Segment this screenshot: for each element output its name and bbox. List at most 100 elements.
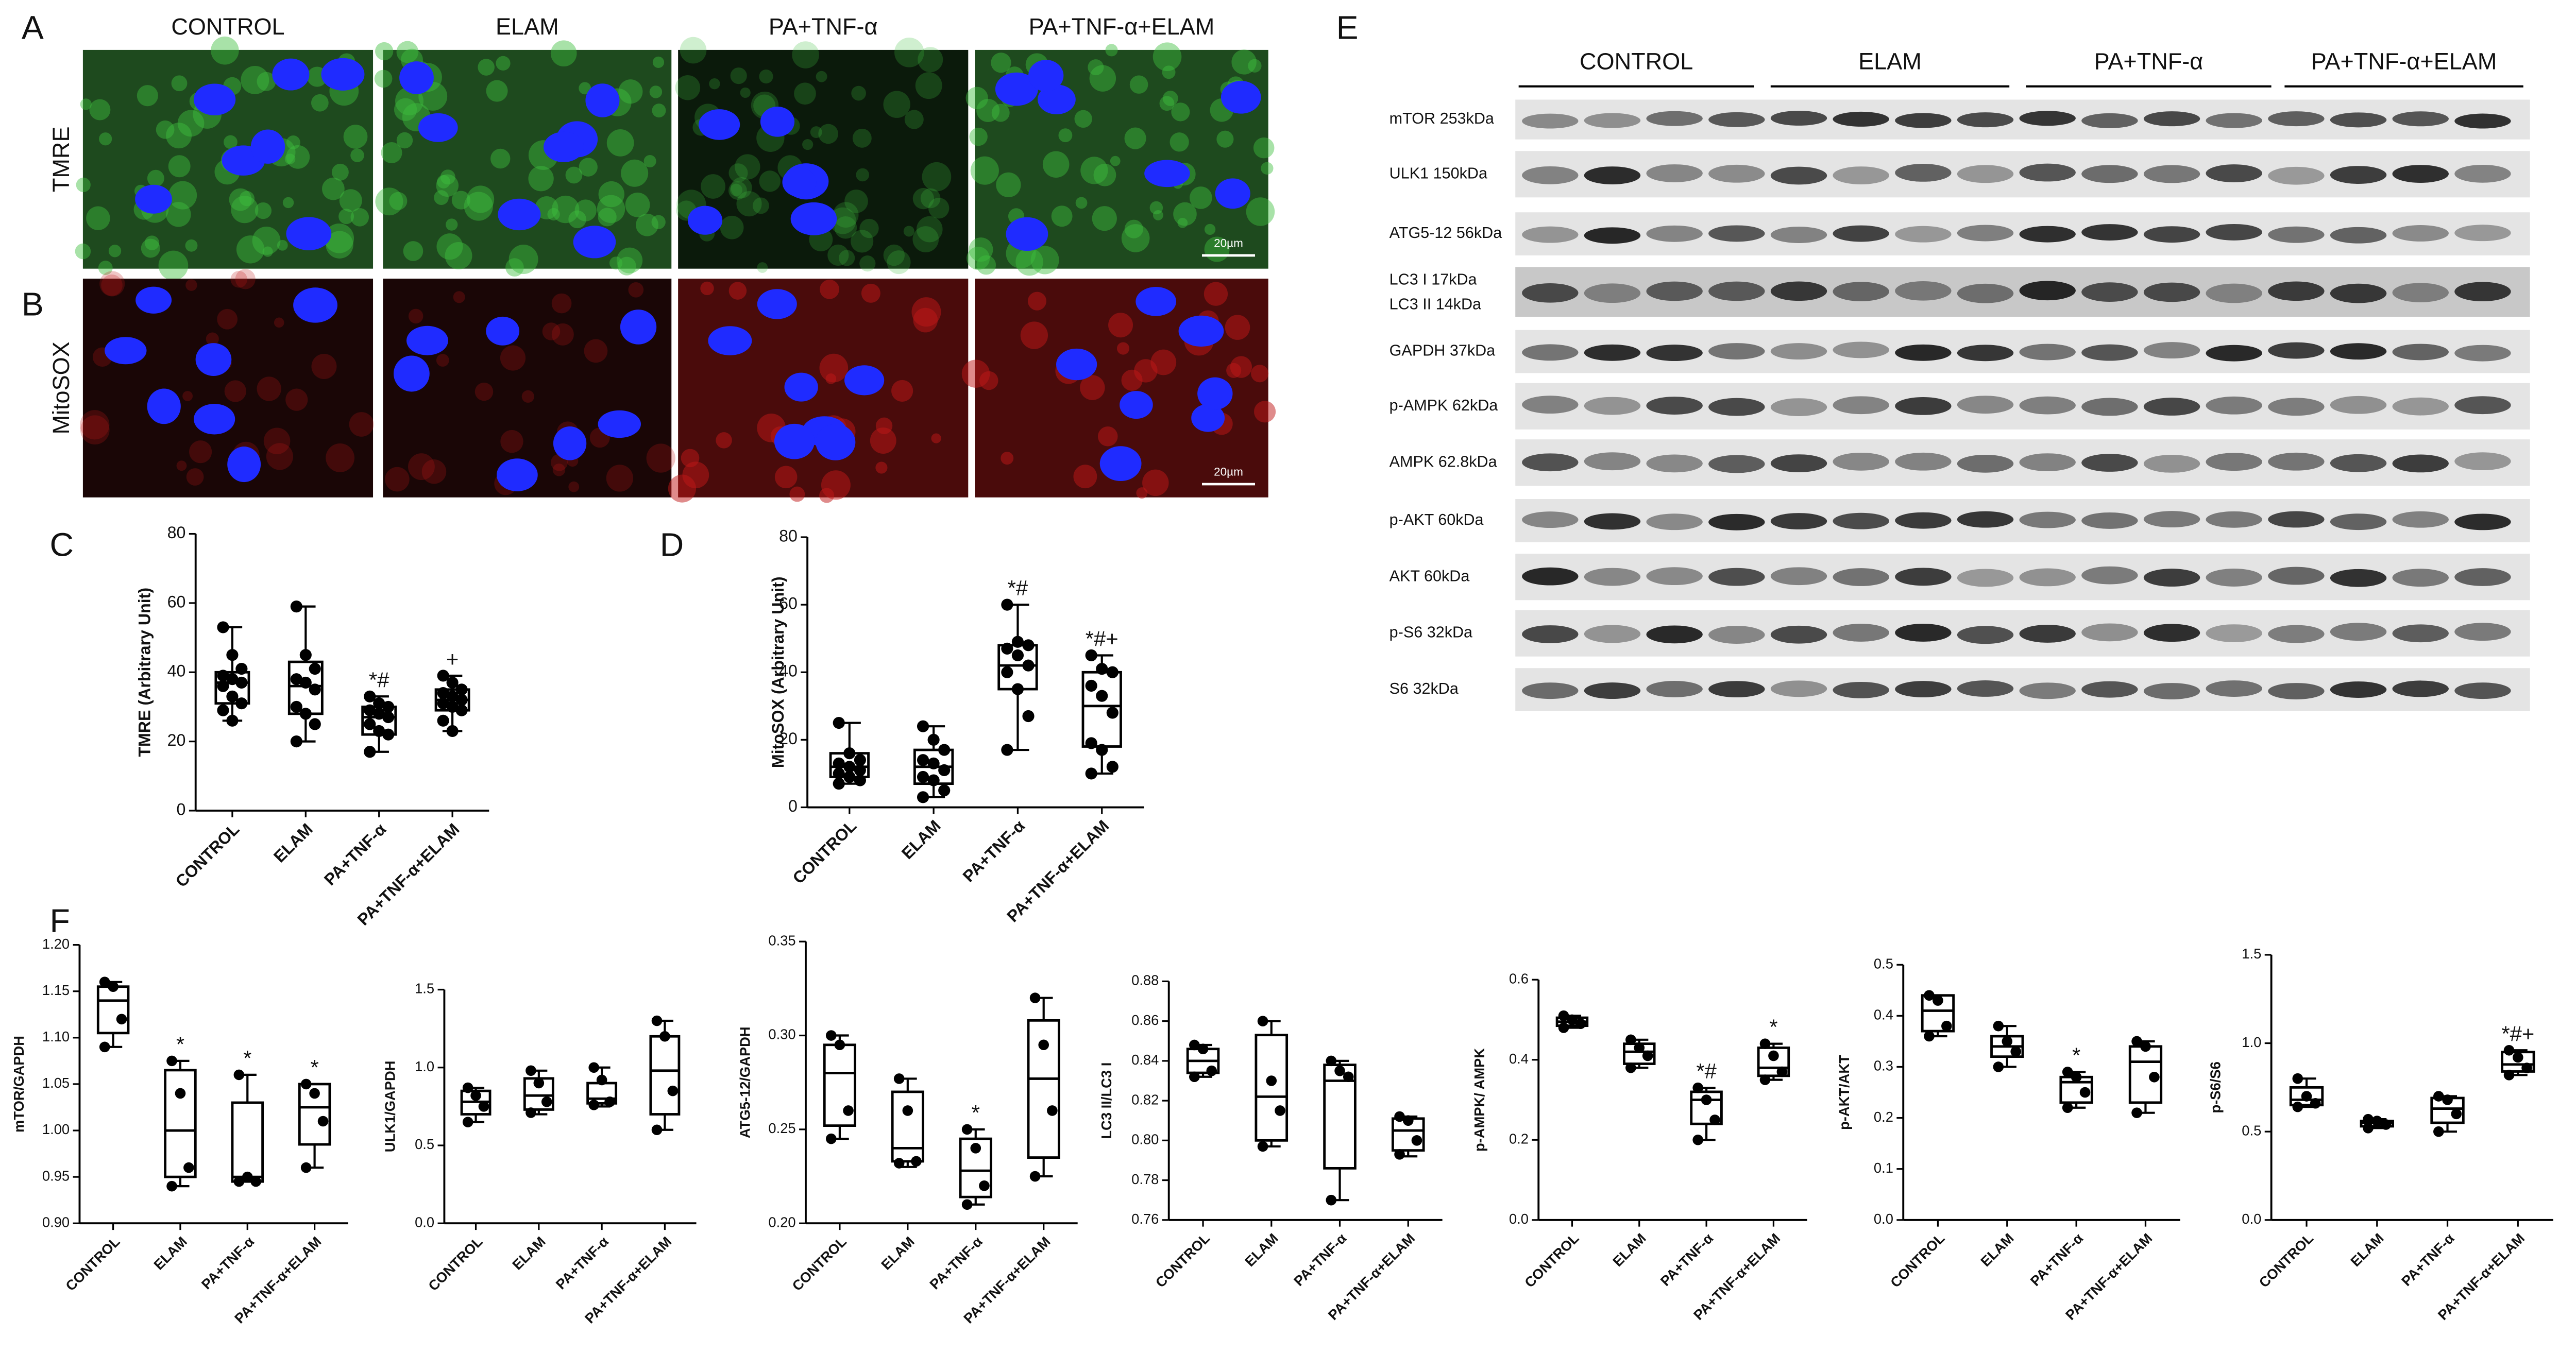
protein-label: p-AMPK 62kDa bbox=[1389, 397, 1498, 414]
data-point bbox=[382, 700, 395, 713]
texture bbox=[396, 41, 419, 63]
data-point bbox=[854, 754, 866, 766]
texture bbox=[535, 196, 558, 219]
nucleus bbox=[995, 72, 1038, 106]
texture bbox=[326, 443, 355, 472]
texture bbox=[1110, 156, 1121, 166]
y-tick-label: 0.82 bbox=[1131, 1091, 1159, 1107]
texture bbox=[1093, 163, 1116, 186]
band bbox=[1522, 625, 1579, 643]
data-point bbox=[917, 720, 929, 732]
texture bbox=[1153, 42, 1182, 72]
texture bbox=[1162, 65, 1176, 79]
texture bbox=[542, 322, 561, 340]
texture bbox=[759, 170, 781, 192]
data-point bbox=[166, 1055, 177, 1067]
texture bbox=[912, 226, 939, 252]
data-point bbox=[226, 649, 239, 661]
texture bbox=[568, 481, 580, 492]
band bbox=[2206, 569, 2262, 587]
texture bbox=[326, 231, 353, 259]
data-point bbox=[108, 981, 118, 992]
data-point bbox=[667, 1085, 679, 1096]
texture bbox=[1231, 49, 1257, 75]
data-point bbox=[233, 1069, 245, 1081]
micrograph bbox=[383, 278, 675, 498]
y-tick-label: 0.88 bbox=[1131, 972, 1159, 988]
texture bbox=[1015, 248, 1043, 276]
texture bbox=[158, 250, 189, 281]
texture bbox=[528, 166, 554, 192]
data-point bbox=[235, 662, 248, 675]
texture bbox=[1105, 44, 1118, 57]
texture bbox=[350, 208, 369, 227]
texture bbox=[257, 376, 281, 401]
texture bbox=[231, 196, 259, 224]
data-point bbox=[927, 757, 940, 769]
data-point bbox=[235, 676, 248, 689]
texture bbox=[735, 154, 760, 180]
data-point bbox=[1257, 1141, 1268, 1152]
texture bbox=[385, 467, 410, 492]
texture bbox=[709, 78, 720, 90]
significance: * bbox=[972, 1101, 980, 1125]
band bbox=[2330, 513, 2387, 530]
texture bbox=[286, 145, 310, 169]
band bbox=[2143, 398, 2200, 416]
band bbox=[2392, 624, 2449, 643]
texture bbox=[1121, 369, 1143, 391]
band bbox=[2330, 112, 2387, 128]
texture bbox=[979, 371, 998, 390]
data-point bbox=[2149, 1071, 2160, 1083]
band bbox=[2081, 398, 2138, 416]
band bbox=[1708, 343, 1765, 359]
nucleus bbox=[1191, 404, 1225, 432]
texture bbox=[916, 216, 943, 243]
texture bbox=[1058, 128, 1073, 143]
nucleus bbox=[1144, 160, 1190, 187]
texture bbox=[277, 239, 288, 251]
significance: * bbox=[2072, 1043, 2080, 1067]
data-point bbox=[1924, 990, 1935, 1001]
texture bbox=[343, 125, 368, 149]
band bbox=[1895, 113, 1952, 128]
band bbox=[1833, 341, 1889, 358]
band bbox=[1833, 282, 1889, 301]
protein-label: GAPDH 37kDa bbox=[1389, 342, 1496, 359]
y-tick-label: 0.30 bbox=[768, 1026, 795, 1042]
row-label: TMRE bbox=[48, 126, 74, 192]
band bbox=[2268, 452, 2325, 471]
nucleus bbox=[135, 286, 172, 314]
texture bbox=[552, 464, 566, 476]
texture bbox=[682, 461, 709, 489]
texture bbox=[1030, 246, 1059, 275]
texture bbox=[891, 380, 913, 402]
data-point bbox=[1625, 1034, 1636, 1046]
band bbox=[1522, 511, 1579, 528]
texture bbox=[350, 148, 364, 162]
nucleus bbox=[1197, 377, 1233, 410]
band bbox=[2392, 511, 2449, 528]
data-point bbox=[317, 1116, 329, 1127]
band bbox=[1522, 226, 1579, 243]
data-point bbox=[1001, 598, 1013, 611]
texture bbox=[147, 169, 164, 187]
y-tick-label: 0.76 bbox=[1131, 1211, 1159, 1227]
texture bbox=[550, 40, 577, 67]
texture bbox=[185, 279, 197, 291]
band bbox=[1708, 112, 1765, 127]
band bbox=[1770, 625, 1827, 644]
band bbox=[1584, 625, 1641, 643]
texture bbox=[819, 353, 849, 383]
data-point bbox=[902, 1105, 913, 1116]
texture bbox=[206, 332, 219, 346]
band bbox=[1957, 345, 2014, 362]
y-tick-label: 40 bbox=[779, 662, 798, 680]
significance: *# bbox=[1008, 576, 1028, 600]
y-axis-label: p-AKT/AKT bbox=[1836, 1055, 1852, 1130]
blot-group: PA+TNF-α bbox=[2094, 48, 2204, 75]
texture bbox=[98, 261, 113, 275]
texture bbox=[521, 390, 534, 403]
data-point bbox=[1558, 1010, 1569, 1021]
texture bbox=[976, 98, 1000, 122]
